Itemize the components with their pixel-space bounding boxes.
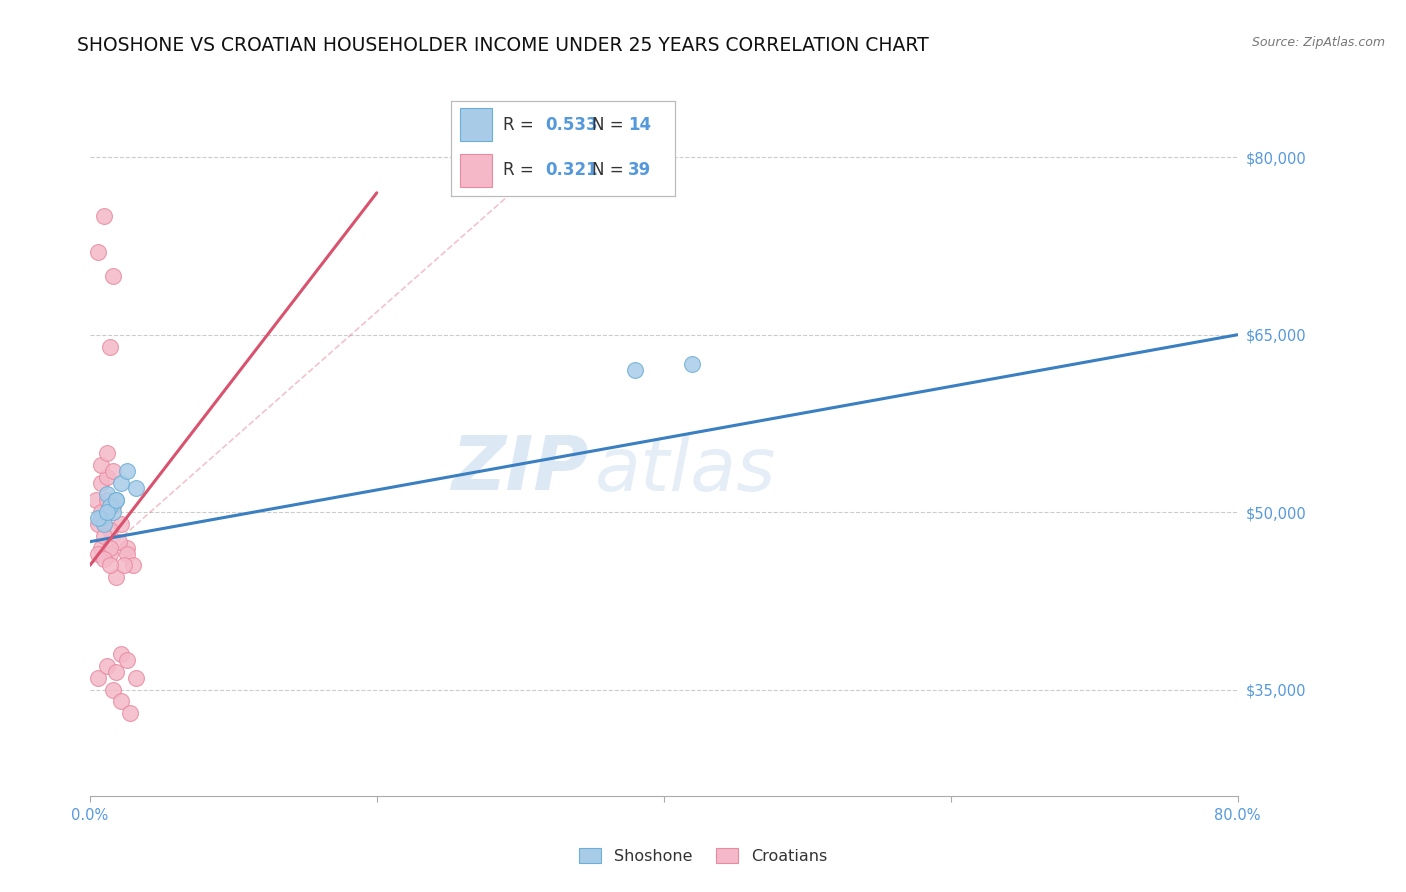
Point [96,469,118,483]
Point [118,706,141,721]
Point [90,475,112,490]
Point [115,541,138,555]
Point [125,482,148,496]
Point [96,487,118,501]
Point [681,357,703,371]
Point [115,653,138,667]
Point [98,523,121,537]
Legend: Shoshone, Croatians: Shoshone, Croatians [572,842,834,871]
Text: atlas: atlas [595,434,776,506]
Point [101,500,124,514]
Text: Source: ZipAtlas.com: Source: ZipAtlas.com [1251,36,1385,49]
Point [90,511,112,525]
Text: SHOSHONE VS CROATIAN HOUSEHOLDER INCOME UNDER 25 YEARS CORRELATION CHART: SHOSHONE VS CROATIAN HOUSEHOLDER INCOME … [77,36,929,54]
Point [107,534,129,549]
Point [90,458,112,472]
Point [112,558,135,573]
Point [93,516,115,531]
Point [110,516,132,531]
Point [93,552,115,566]
Point [110,694,132,708]
Point [115,547,138,561]
Point [90,541,112,555]
Point [93,516,115,531]
Point [87,244,110,259]
Point [84,493,107,508]
Point [101,505,124,519]
Point [624,363,647,377]
Point [96,493,118,508]
Point [101,682,124,697]
Point [115,464,138,478]
Point [104,493,127,508]
Point [87,547,110,561]
Point [122,558,145,573]
Point [125,671,148,685]
Point [87,511,110,525]
Point [110,647,132,661]
Point [104,665,127,679]
Point [98,500,121,514]
Point [110,475,132,490]
Point [98,558,121,573]
Point [96,505,118,519]
Point [101,464,124,478]
Point [101,268,124,283]
Point [96,446,118,460]
Point [104,570,127,584]
Point [87,516,110,531]
Point [98,541,121,555]
Point [93,210,115,224]
Point [87,671,110,685]
Point [93,529,115,543]
Point [104,493,127,508]
Point [96,659,118,673]
Point [98,547,121,561]
Point [90,505,112,519]
Point [98,340,121,354]
Text: ZIP: ZIP [451,433,589,506]
